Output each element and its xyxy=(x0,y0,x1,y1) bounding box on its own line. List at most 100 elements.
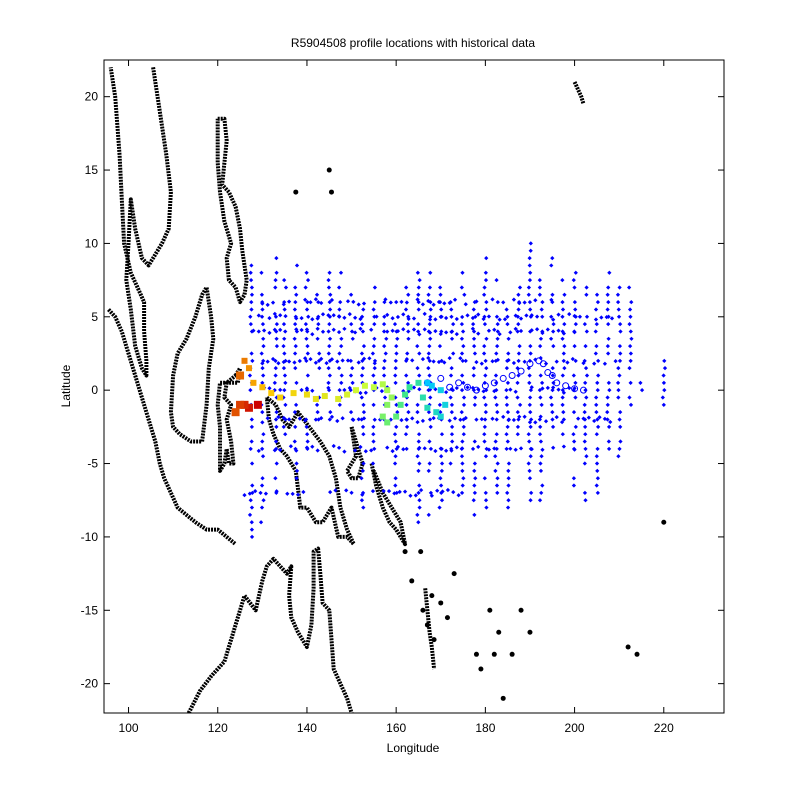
historical-point xyxy=(272,327,277,332)
historical-point xyxy=(660,395,665,400)
coastline xyxy=(186,546,354,713)
historical-track-point xyxy=(455,379,463,387)
historical-point xyxy=(617,417,622,422)
historical-point xyxy=(265,416,270,421)
historical-point xyxy=(406,336,411,341)
historical-point xyxy=(410,358,415,363)
historical-point xyxy=(463,415,468,421)
historical-point xyxy=(627,395,632,400)
historical-point xyxy=(534,327,540,332)
historical-point xyxy=(584,292,589,297)
historical-point xyxy=(583,344,588,349)
historical-point xyxy=(361,461,366,466)
historical-point xyxy=(606,424,612,429)
historical-point xyxy=(381,366,387,371)
historical-point xyxy=(495,329,500,334)
historical-point xyxy=(465,385,470,390)
historical-point xyxy=(482,285,487,290)
historical-point xyxy=(661,373,666,378)
historical-track-point xyxy=(508,371,516,379)
historical-point xyxy=(443,330,449,335)
historical-point xyxy=(314,402,320,407)
historical-point xyxy=(495,461,500,466)
historical-point xyxy=(394,424,399,429)
historical-point xyxy=(483,277,489,283)
historical-point xyxy=(327,336,333,341)
historical-point xyxy=(607,270,612,275)
float-profile-point xyxy=(245,365,252,372)
historical-point xyxy=(274,410,279,415)
historical-point xyxy=(474,299,479,304)
historical-point xyxy=(449,307,454,312)
historical-point xyxy=(273,366,278,371)
historical-point xyxy=(560,307,566,312)
historical-point xyxy=(286,359,292,364)
historical-point xyxy=(248,388,253,393)
historical-point xyxy=(393,439,398,444)
historical-point xyxy=(550,410,555,415)
historical-point xyxy=(593,307,599,312)
historical-point xyxy=(337,388,342,393)
historical-point xyxy=(416,322,421,327)
historical-point xyxy=(249,505,255,510)
historical-point xyxy=(517,414,522,419)
historical-point xyxy=(493,468,498,473)
historical-point xyxy=(504,395,509,400)
historical-point xyxy=(506,461,512,466)
historical-point xyxy=(606,285,611,290)
historical-point xyxy=(537,292,542,297)
historical-point xyxy=(415,297,420,302)
historical-point xyxy=(540,330,545,336)
historical-point xyxy=(415,454,420,459)
historical-point xyxy=(384,336,389,341)
historical-point xyxy=(393,483,398,488)
historical-point xyxy=(327,300,332,305)
historical-point xyxy=(406,410,411,415)
coastline-point xyxy=(438,600,444,606)
historical-point xyxy=(305,373,310,378)
historical-point xyxy=(513,313,518,318)
historical-point xyxy=(594,322,599,327)
y-axis: -20 -15 -10 -5 0 5 10 15 20 xyxy=(81,90,724,691)
historical-point xyxy=(454,445,459,450)
historical-track-point xyxy=(446,383,454,391)
historical-point xyxy=(484,307,489,312)
historical-point xyxy=(349,322,354,327)
historical-point xyxy=(416,490,421,496)
historical-point xyxy=(573,270,578,275)
historical-point xyxy=(342,326,347,331)
historical-point xyxy=(474,417,479,422)
historical-point xyxy=(594,402,599,407)
historical-point xyxy=(571,483,577,488)
historical-point xyxy=(582,322,587,327)
historical-point xyxy=(449,424,455,429)
historical-point xyxy=(438,314,443,320)
historical-point xyxy=(395,444,401,449)
historical-point xyxy=(304,327,310,332)
historical-point xyxy=(415,410,420,415)
historical-point xyxy=(385,445,390,450)
historical-point xyxy=(372,336,377,341)
historical-point xyxy=(459,285,464,290)
historical-point xyxy=(336,285,342,290)
historical-point xyxy=(431,302,436,307)
historical-point xyxy=(527,476,533,481)
historical-point xyxy=(504,307,509,312)
historical-point xyxy=(606,322,611,327)
coastline-layer xyxy=(107,66,667,713)
historical-track-point xyxy=(490,379,498,387)
historical-point xyxy=(315,336,320,341)
historical-point xyxy=(390,316,395,321)
historical-point xyxy=(439,498,445,503)
historical-point xyxy=(450,439,455,444)
historical-point xyxy=(395,336,400,341)
historical-point xyxy=(461,344,466,349)
historical-point xyxy=(548,395,554,400)
coastline-point xyxy=(487,607,493,613)
historical-point xyxy=(248,498,253,503)
historical-point xyxy=(326,385,331,390)
historical-point xyxy=(627,366,632,371)
float-profile-point xyxy=(321,393,328,400)
historical-point xyxy=(529,313,534,318)
historical-point xyxy=(561,358,566,363)
